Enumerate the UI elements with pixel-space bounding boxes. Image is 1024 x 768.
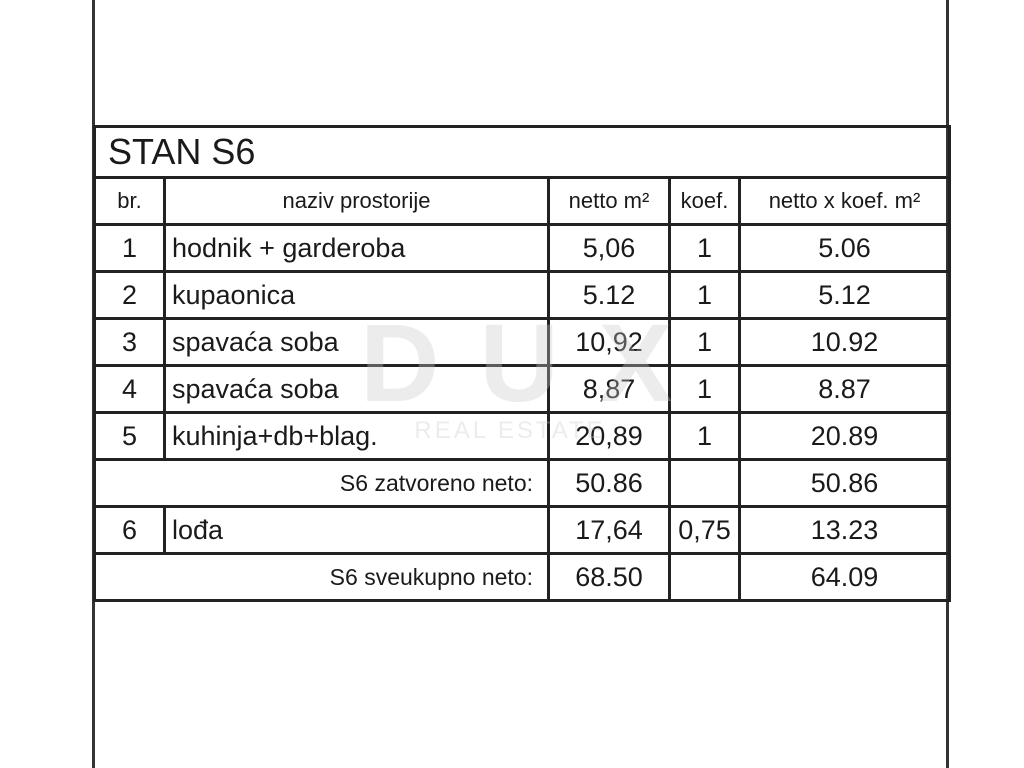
row-netto: 5,06 bbox=[547, 223, 671, 273]
header-netto: netto m² bbox=[547, 176, 671, 226]
grand-total-label: S6 sveukupno neto: bbox=[93, 552, 550, 602]
row-name: spavaća soba bbox=[163, 364, 550, 414]
row-netto: 20,89 bbox=[547, 411, 671, 461]
row-total: 5.06 bbox=[737, 223, 952, 273]
room-area-table: STAN S6 br. naziv prostorije netto m² ko… bbox=[92, 125, 952, 602]
row-netto: 5.12 bbox=[547, 270, 671, 320]
row-koef: 1 bbox=[668, 411, 741, 461]
row-total: 10.92 bbox=[737, 317, 952, 367]
subtotal-total: 50.86 bbox=[737, 458, 952, 508]
grand-total-row: S6 sveukupno neto: 68.50 64.09 bbox=[93, 552, 952, 602]
subtotal-label: S6 zatvoreno neto: bbox=[93, 458, 550, 508]
header-total: netto x koef. m² bbox=[737, 176, 952, 226]
grand-total-netto: 68.50 bbox=[547, 552, 671, 602]
grand-koef-empty bbox=[668, 552, 741, 602]
row-koef: 1 bbox=[668, 364, 741, 414]
row-no: 4 bbox=[93, 364, 166, 414]
table-row: 2 kupaonica 5.12 1 5.12 bbox=[93, 270, 952, 320]
header-name: naziv prostorije bbox=[163, 176, 550, 226]
row-name: kuhinja+db+blag. bbox=[163, 411, 550, 461]
header-koef: koef. bbox=[668, 176, 741, 226]
row-name: spavaća soba bbox=[163, 317, 550, 367]
row-no: 1 bbox=[93, 223, 166, 273]
subtotal-row: S6 zatvoreno neto: 50.86 50.86 bbox=[93, 458, 952, 508]
row-name: kupaonica bbox=[163, 270, 550, 320]
row-no: 2 bbox=[93, 270, 166, 320]
table-row: 4 spavaća soba 8,87 1 8.87 bbox=[93, 364, 952, 414]
table-row: 1 hodnik + garderoba 5,06 1 5.06 bbox=[93, 223, 952, 273]
row-no: 5 bbox=[93, 411, 166, 461]
row-total: 8.87 bbox=[737, 364, 952, 414]
row-total: 20.89 bbox=[737, 411, 952, 461]
row-netto: 8,87 bbox=[547, 364, 671, 414]
table-row: 5 kuhinja+db+blag. 20,89 1 20.89 bbox=[93, 411, 952, 461]
subtotal-netto: 50.86 bbox=[547, 458, 671, 508]
header-no: br. bbox=[93, 176, 166, 226]
row-netto: 17,64 bbox=[547, 505, 671, 555]
subtotal-koef-empty bbox=[668, 458, 741, 508]
row-koef: 1 bbox=[668, 223, 741, 273]
row-koef: 1 bbox=[668, 317, 741, 367]
row-name: hodnik + garderoba bbox=[163, 223, 550, 273]
table-row: 3 spavaća soba 10,92 1 10.92 bbox=[93, 317, 952, 367]
row-total: 13.23 bbox=[737, 505, 952, 555]
left-border-line bbox=[92, 0, 95, 768]
row-name: lođa bbox=[163, 505, 550, 555]
row-koef: 0,75 bbox=[668, 505, 741, 555]
row-netto: 10,92 bbox=[547, 317, 671, 367]
row-total: 5.12 bbox=[737, 270, 952, 320]
row-koef: 1 bbox=[668, 270, 741, 320]
row-no: 3 bbox=[93, 317, 166, 367]
grand-total-total: 64.09 bbox=[737, 552, 952, 602]
table-title: STAN S6 bbox=[92, 125, 952, 179]
table-row: 6 lođa 17,64 0,75 13.23 bbox=[93, 505, 952, 555]
row-no: 6 bbox=[93, 505, 166, 555]
